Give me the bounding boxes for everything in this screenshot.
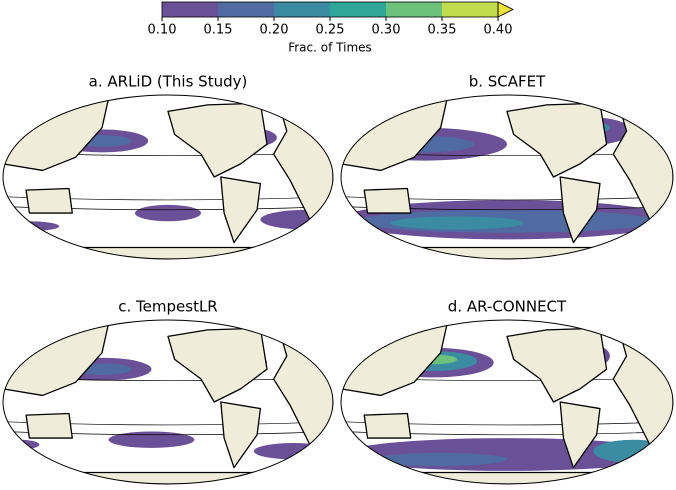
panel-title: d. AR-CONNECT	[448, 298, 567, 316]
contour-region	[3, 439, 40, 450]
land	[363, 412, 412, 439]
map-border	[2, 94, 334, 260]
colorbar-tick-label: 0.25	[316, 23, 345, 38]
colorbar-segment	[330, 2, 386, 17]
map-border	[340, 94, 674, 260]
land	[506, 102, 608, 178]
colorbar-label: Frac. of Times	[288, 41, 372, 55]
colorbar-segment	[218, 2, 274, 17]
colorbar-segment	[386, 2, 442, 17]
map	[3, 320, 333, 484]
land	[3, 471, 333, 484]
map	[3, 95, 333, 259]
colorbar-tick-label: 0.10	[148, 23, 177, 38]
panel-title: b. SCAFET	[469, 73, 546, 91]
colorbar-tick-label: 0.40	[484, 23, 513, 38]
colorbar-tick-label: 0.30	[372, 23, 401, 38]
land	[341, 246, 673, 259]
map	[341, 95, 673, 259]
land	[167, 102, 268, 178]
map-border	[2, 319, 334, 485]
contour-region	[593, 439, 673, 463]
land	[220, 401, 262, 469]
colorbar-segment	[274, 2, 330, 17]
colorbar-segment	[162, 2, 218, 17]
contour-region	[3, 221, 60, 232]
colorbar-extension	[497, 1, 514, 18]
land	[3, 246, 333, 259]
contour-region	[135, 204, 201, 222]
land	[25, 412, 73, 439]
colorbar-segment	[442, 2, 498, 17]
land	[559, 401, 601, 469]
land	[559, 176, 601, 244]
panel-title: a. ARLiD (This Study)	[89, 73, 248, 91]
contour-region	[253, 443, 333, 460]
land	[220, 176, 262, 244]
contour-region	[374, 452, 507, 466]
contour-region	[390, 216, 524, 230]
land	[506, 327, 608, 403]
colorbar-tick-label: 0.35	[428, 23, 457, 38]
colorbar-tick-label: 0.20	[260, 23, 289, 38]
panel-title: c. TempestLR	[118, 298, 217, 316]
contour-region	[108, 431, 195, 448]
land	[25, 187, 73, 214]
map	[341, 320, 673, 484]
land	[341, 471, 673, 484]
map-border	[340, 319, 674, 485]
land	[167, 327, 268, 403]
land	[363, 187, 412, 214]
colorbar-tick-label: 0.15	[204, 23, 233, 38]
